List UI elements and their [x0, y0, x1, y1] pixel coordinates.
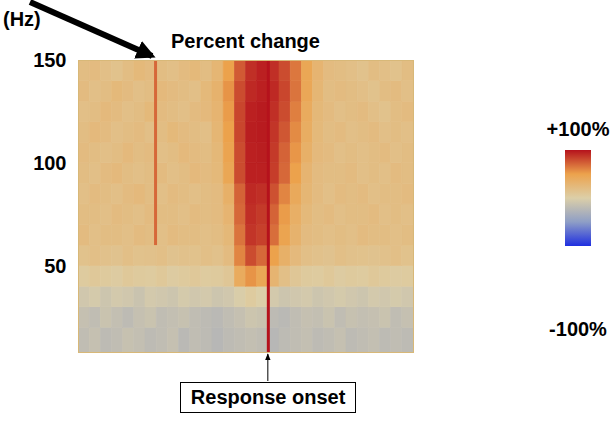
html-text:Response onset: Response onset	[190, 386, 346, 408]
html-text:(Hz): (Hz)	[3, 8, 41, 30]
svg-text:150: 150	[33, 49, 66, 71]
html-text:+100%: +100%	[546, 118, 610, 140]
svg-text:50: 50	[44, 255, 66, 277]
html-text:Percent change: Percent change	[171, 30, 320, 52]
svg-text:100: 100	[33, 152, 66, 174]
html-text:-100%: -100%	[549, 318, 607, 340]
